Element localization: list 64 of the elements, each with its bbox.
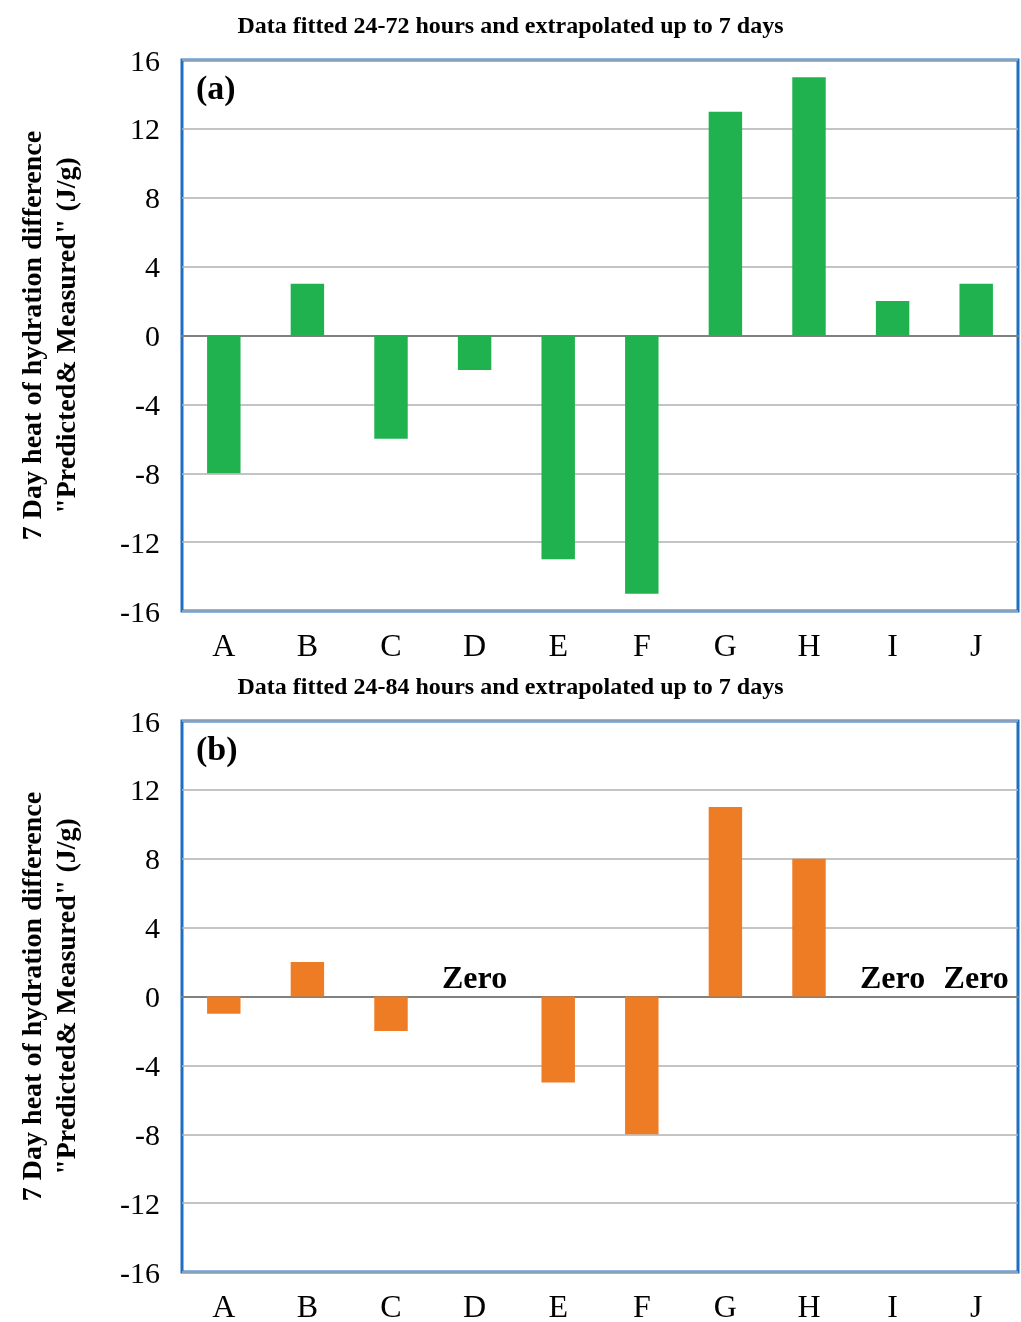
x-tick-label: I — [887, 627, 898, 663]
y-tick-label: -8 — [135, 456, 160, 490]
y-tick-label: 12 — [130, 773, 160, 807]
annotation: Zero — [860, 958, 926, 995]
y-tick-label: -12 — [120, 1186, 160, 1220]
x-tick-label: J — [969, 1288, 983, 1322]
x-tick-label: J — [969, 627, 983, 663]
bar — [792, 858, 826, 997]
y-tick-label: 12 — [130, 112, 160, 146]
bar — [374, 335, 408, 439]
y-tick-label: 0 — [145, 980, 160, 1013]
x-tick-label: E — [548, 1288, 568, 1322]
x-tick-label: G — [713, 627, 737, 663]
x-tick-label: B — [296, 1288, 319, 1322]
y-tick-label: -16 — [120, 594, 160, 628]
y-tick-label: -16 — [120, 1255, 160, 1289]
annotation: Zero — [943, 958, 1009, 995]
bar — [625, 335, 659, 594]
x-tick-label: C — [380, 627, 402, 663]
chart-title: Data fitted 24-72 hours and extrapolated up to 7 days — [237, 12, 784, 38]
y-axis-title: 7 Day heat of hydration difference "Predicted& Measured" (J/g) — [15, 130, 81, 541]
y-axis-title: 7 Day heat of hydration difference "Predicted& Measured" (J/g) — [15, 791, 81, 1202]
x-tick-label: D — [463, 1288, 487, 1322]
bar — [207, 335, 241, 474]
bar — [792, 77, 826, 336]
bar — [457, 335, 492, 370]
x-tick-label: A — [212, 627, 236, 663]
x-tick-label: E — [548, 627, 568, 663]
y-tick-label: 16 — [130, 704, 160, 738]
y-tick-label: -4 — [135, 1048, 160, 1082]
bar — [207, 996, 241, 1014]
x-tick-label: D — [463, 627, 487, 663]
x-tick-label: C — [380, 1288, 402, 1322]
bar — [708, 111, 743, 336]
x-tick-label: A — [212, 1288, 236, 1322]
y-tick-label: 8 — [145, 842, 160, 876]
bar — [625, 996, 659, 1135]
y-tick-label: -4 — [135, 387, 160, 421]
bar — [374, 996, 408, 1031]
bar — [290, 283, 325, 336]
x-tick-label: G — [713, 1288, 737, 1322]
x-tick-label: F — [632, 1288, 651, 1322]
bar — [290, 962, 325, 997]
y-tick-label: 0 — [145, 319, 160, 352]
y-tick-label: 4 — [145, 911, 160, 945]
bar — [875, 301, 910, 336]
y-tick-label: -8 — [135, 1117, 160, 1151]
annotation: (a) — [196, 68, 236, 107]
x-tick-label: I — [887, 1288, 898, 1322]
chart-title: Data fitted 24-84 hours and extrapolated up to 7 days — [237, 673, 784, 699]
y-tick-label: -12 — [120, 525, 160, 559]
annotation: (b) — [196, 729, 238, 768]
x-tick-label: F — [632, 627, 651, 663]
x-tick-label: H — [797, 627, 821, 663]
y-tick-label: 16 — [130, 43, 160, 77]
x-tick-label: H — [797, 1288, 821, 1322]
y-tick-label: 4 — [145, 250, 160, 284]
bar — [959, 283, 993, 336]
y-tick-label: 8 — [145, 181, 160, 215]
bar — [541, 335, 575, 560]
x-tick-label: B — [296, 627, 319, 663]
bar — [708, 807, 743, 997]
bar — [541, 996, 575, 1083]
annotation: Zero — [442, 958, 508, 995]
